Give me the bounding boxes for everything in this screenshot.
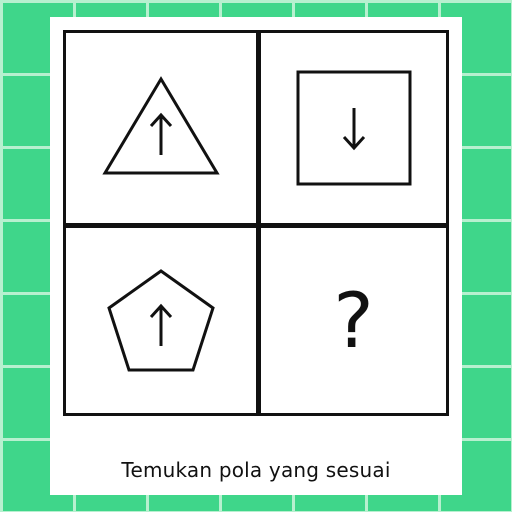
puzzle-cell-answer[interactable]: ? — [256, 223, 446, 413]
puzzle-cell-top-right[interactable] — [256, 33, 446, 223]
arrow-up-icon — [149, 303, 173, 346]
question-mark: ? — [333, 275, 374, 365]
square-shape-icon — [296, 70, 411, 186]
instruction-caption: Temukan pola yang sesuai — [121, 458, 391, 482]
puzzle-card: ? Temukan pola yang sesuai — [50, 17, 462, 495]
triangle-shape-icon — [102, 76, 220, 175]
puzzle-grid: ? — [63, 30, 449, 416]
arrow-up-icon — [149, 112, 173, 155]
puzzle-cell-top-left[interactable] — [66, 33, 256, 223]
arrow-down-icon — [342, 108, 365, 151]
puzzle-cell-bottom-left[interactable] — [66, 223, 256, 413]
pentagon-shape-icon — [107, 268, 215, 371]
